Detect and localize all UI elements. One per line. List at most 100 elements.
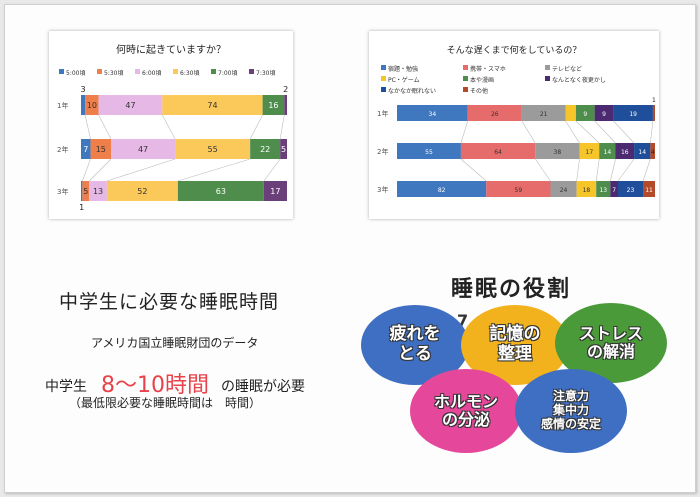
roles-title: 睡眠の役割 xyxy=(451,277,572,302)
bar-segment xyxy=(467,105,522,121)
series-connector xyxy=(460,158,487,182)
role-line: 疲れを xyxy=(389,324,441,345)
bar-segment xyxy=(643,181,655,197)
series-connector xyxy=(594,120,616,144)
data-label: 10 xyxy=(87,101,97,110)
data-label: 5 xyxy=(281,145,286,154)
data-label: 17 xyxy=(270,187,280,196)
data-label: 59 xyxy=(515,187,523,194)
legend-swatch xyxy=(381,87,386,92)
data-label: 9 xyxy=(583,111,587,118)
bar-segment xyxy=(486,181,551,197)
data-label: 7 xyxy=(612,187,616,194)
legend-label: PC・ゲーム xyxy=(388,76,420,84)
chart-title: 何時に起きていますか？ xyxy=(116,43,226,56)
bar-segment xyxy=(81,181,83,201)
series-connector xyxy=(610,158,616,182)
data-label: 14 xyxy=(638,149,646,156)
data-label: 22 xyxy=(260,145,270,154)
bar-segment xyxy=(579,143,600,159)
series-connector xyxy=(263,158,281,182)
late-night-activity-chart-svg: そんな遅くまで何をしているの？ 宿題・勉強 携帯・スマホ テレビなど PC・ゲーム 本や漫… xyxy=(377,44,656,197)
series-connector xyxy=(535,158,551,182)
legend-swatch xyxy=(463,65,468,70)
data-label: 63 xyxy=(216,187,226,196)
bar-segment xyxy=(98,95,163,115)
bar-segment xyxy=(175,139,251,159)
chart-title: そんな遅くまで何をしているの？ xyxy=(447,44,582,56)
role-line: 感情の安定 xyxy=(540,416,601,431)
required-hours: 8～10時間 xyxy=(101,373,209,398)
role-line: とる xyxy=(398,344,432,364)
bar-segment xyxy=(596,181,611,197)
data-label: 17 xyxy=(586,149,594,156)
legend-label: テレビなど xyxy=(552,65,582,73)
bar-segment xyxy=(460,143,536,159)
bar-segment xyxy=(81,139,91,159)
data-label: 26 xyxy=(491,111,499,118)
legend-swatch xyxy=(381,65,386,70)
bar-segment xyxy=(634,143,651,159)
data-label: 47 xyxy=(138,145,148,154)
legend-label: なかなか眠れない xyxy=(388,88,436,95)
data-label: 55 xyxy=(425,149,433,156)
required-suffix: の睡眠が必要 xyxy=(221,379,305,395)
data-label: 14 xyxy=(604,149,612,156)
bar-segment xyxy=(90,139,112,159)
bar-segment xyxy=(262,95,285,115)
series-connector xyxy=(565,120,580,144)
role-line: 整理 xyxy=(498,344,532,364)
legend-label: 5:00頃 xyxy=(66,69,85,77)
bar-segment xyxy=(82,181,90,201)
bar-segment xyxy=(162,95,263,115)
bar-segment xyxy=(617,181,644,197)
data-label: 19 xyxy=(629,111,637,118)
bar-segment xyxy=(594,105,614,121)
legend-label: 携帯・スマホ xyxy=(470,65,506,73)
data-label: 1 xyxy=(79,203,84,212)
legend-swatch xyxy=(173,69,178,74)
data-label: 47 xyxy=(125,101,135,110)
bar-segment xyxy=(280,139,287,159)
legend-swatch xyxy=(463,76,468,81)
role-line: の分泌 xyxy=(441,410,490,429)
role-line: 記憶の xyxy=(489,324,541,345)
series-connector xyxy=(162,114,176,140)
legend-label: 6:30頃 xyxy=(180,69,199,77)
role-line: の解消 xyxy=(586,342,635,361)
legend-label: 6:00頃 xyxy=(142,69,161,77)
data-label: 2 xyxy=(283,85,288,94)
bar-segment xyxy=(610,181,618,197)
data-label: 5 xyxy=(83,187,88,196)
wakeup-time-chart-svg: 何時に起きていますか？ 5:00頃 5:30頃 6:00頃 6:30頃 7:00頃 7:30… xyxy=(57,43,288,212)
data-label: 4 xyxy=(651,149,655,156)
bar-segment xyxy=(521,105,566,121)
bar-segment xyxy=(111,139,176,159)
bar-segment xyxy=(576,181,597,197)
role-line: 集中力 xyxy=(552,403,589,418)
data-label: 7 xyxy=(83,145,88,154)
role-hormone: ホルモン の分泌 xyxy=(410,369,522,453)
series-connector xyxy=(88,158,112,182)
legend-swatch xyxy=(97,69,102,74)
series-connector xyxy=(617,158,635,182)
series-connector xyxy=(84,114,91,140)
legend-swatch xyxy=(249,69,254,74)
category-label: 2年 xyxy=(57,145,68,154)
document-sheet: 何時に起きていますか？ 5:00頃 5:30頃 6:00頃 6:30頃 7:00頃 7:30… xyxy=(4,4,696,493)
legend-swatch xyxy=(59,69,64,74)
bar-segment xyxy=(263,181,287,201)
category-label: 1年 xyxy=(377,109,388,118)
series-connector xyxy=(650,120,654,144)
data-label: 74 xyxy=(207,101,217,110)
series-connector xyxy=(82,158,91,182)
category-label: 1年 xyxy=(57,101,68,110)
category-label: 2年 xyxy=(377,147,388,156)
data-label: 3 xyxy=(80,85,85,94)
bar-segment xyxy=(89,181,107,201)
bar-segment xyxy=(575,105,595,121)
data-label: 64 xyxy=(494,149,502,156)
series-connector xyxy=(576,158,580,182)
data-source: アメリカ国立睡眠財団のデータ xyxy=(91,336,259,350)
bar-segment xyxy=(106,181,178,201)
